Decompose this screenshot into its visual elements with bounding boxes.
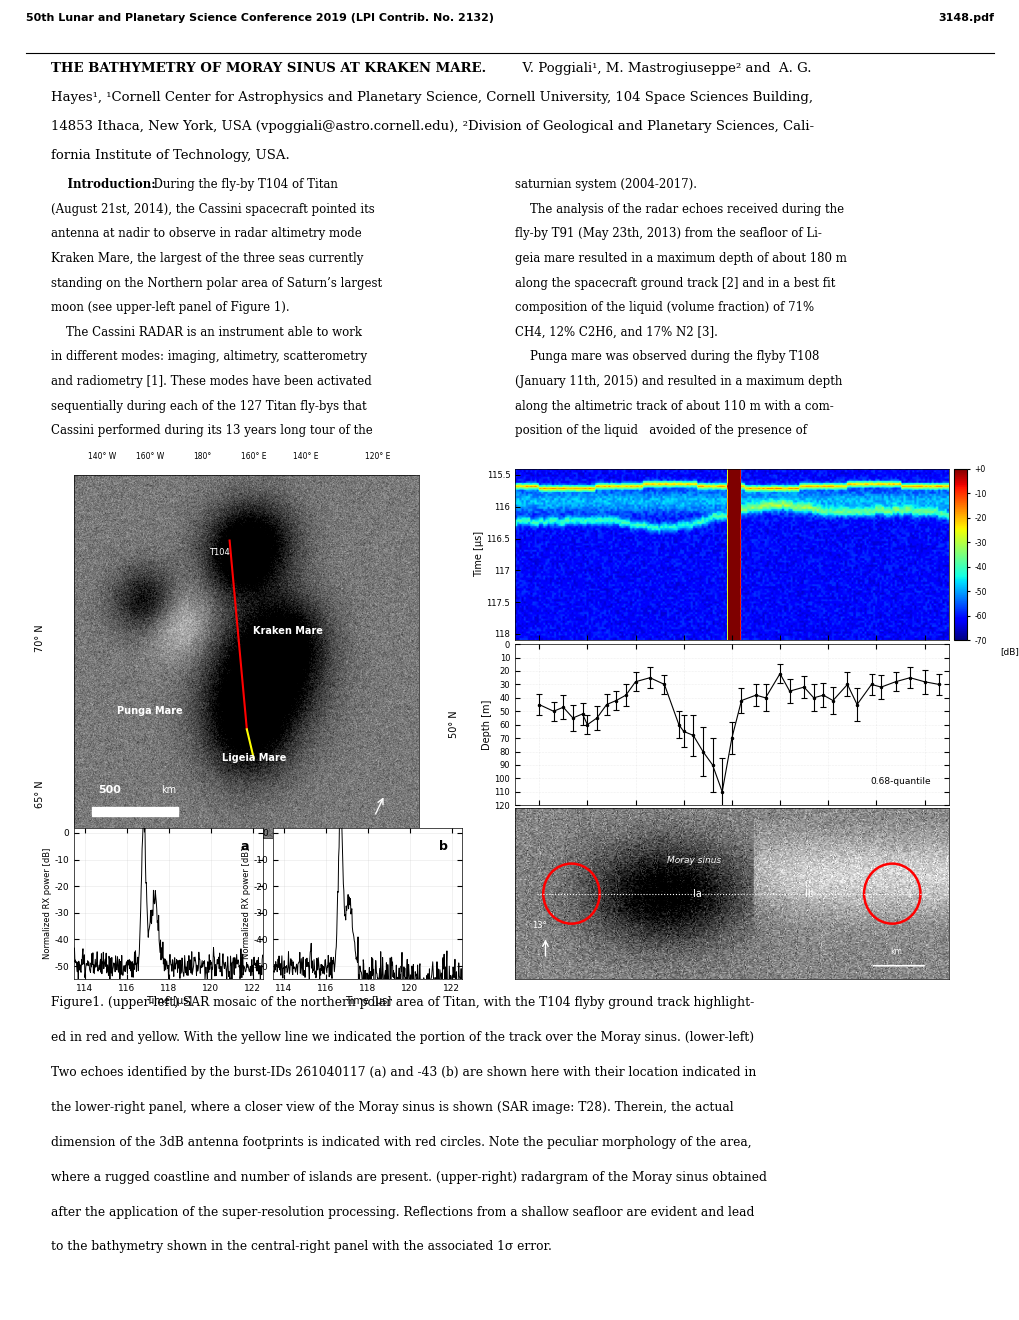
Text: 0°: 0° [111, 861, 121, 869]
Text: 500: 500 [99, 784, 121, 795]
Text: Introduction:: Introduction: [51, 178, 156, 191]
Text: The Cassini RADAR is an instrument able to work: The Cassini RADAR is an instrument able … [51, 326, 362, 339]
Text: Kraken Mare: Kraken Mare [253, 626, 323, 636]
Text: along the altimetric track of about 110 m with a com-: along the altimetric track of about 110 … [515, 400, 834, 413]
Text: dimension of the 3dB antenna footprints is indicated with red circles. Note the : dimension of the 3dB antenna footprints … [51, 1135, 751, 1148]
Text: km: km [890, 946, 902, 956]
Text: Kraken Mare, the largest of the three seas currently: Kraken Mare, the largest of the three se… [51, 252, 363, 265]
Text: b: b [439, 840, 448, 853]
Text: saturnian system (2004-2017).: saturnian system (2004-2017). [515, 178, 696, 191]
Text: THE BATHYMETRY OF MORAY SINUS AT KRAKEN MARE.: THE BATHYMETRY OF MORAY SINUS AT KRAKEN … [51, 62, 486, 75]
Text: 160° W: 160° W [137, 451, 164, 461]
Y-axis label: Depth [m]: Depth [m] [481, 700, 491, 750]
Text: 140° W: 140° W [88, 451, 116, 461]
Text: 20° E: 20° E [234, 861, 259, 869]
Text: 13°: 13° [532, 921, 546, 931]
Text: Figure1. (upper-left) SAR mosaic of the northern polar area of Titan, with the T: Figure1. (upper-left) SAR mosaic of the … [51, 997, 753, 1008]
Text: position of the liquid   avoided of the presence of: position of the liquid avoided of the pr… [515, 424, 806, 437]
Text: geia mare resulted in a maximum depth of about 180 m: geia mare resulted in a maximum depth of… [515, 252, 846, 265]
Y-axis label: Time [μs]: Time [μs] [473, 532, 483, 577]
Text: Ia: Ia [692, 890, 701, 899]
Text: moon (see upper-left panel of Figure 1).: moon (see upper-left panel of Figure 1). [51, 301, 289, 314]
Text: to the bathymetry shown in the central-right panel with the associated 1σ error.: to the bathymetry shown in the central-r… [51, 1241, 551, 1254]
Text: Two echoes identified by the burst-IDs 261040117 (a) and -43 (b) are shown here : Two echoes identified by the burst-IDs 2… [51, 1067, 756, 1078]
Text: V. Poggiali¹, M. Mastrogiuseppe² and  A. G.: V. Poggiali¹, M. Mastrogiuseppe² and A. … [514, 62, 810, 75]
Text: 3148.pdf: 3148.pdf [937, 13, 994, 22]
Text: 40° E: 40° E [365, 861, 389, 869]
Y-axis label: Normalized RX power [dB]: Normalized RX power [dB] [43, 847, 52, 960]
Y-axis label: Normalized RX power [dB]: Normalized RX power [dB] [242, 847, 251, 960]
Text: antenna at nadir to observe in radar altimetry mode: antenna at nadir to observe in radar alt… [51, 227, 362, 240]
Text: 160° E: 160° E [240, 451, 266, 461]
Text: 140° E: 140° E [292, 451, 318, 461]
Text: where a rugged coastline and number of islands are present. (upper-right) radarg: where a rugged coastline and number of i… [51, 1171, 766, 1184]
Text: Moray sinus: Moray sinus [666, 855, 720, 865]
Text: CH4, 12% C2H6, and 17% N2 [3].: CH4, 12% C2H6, and 17% N2 [3]. [515, 326, 717, 339]
Text: Cassini performed during its 13 years long tour of the: Cassini performed during its 13 years lo… [51, 424, 372, 437]
Text: standing on the Northern polar area of Saturn’s largest: standing on the Northern polar area of S… [51, 277, 382, 289]
Text: 120° E: 120° E [365, 451, 390, 461]
Text: fornia Institute of Technology, USA.: fornia Institute of Technology, USA. [51, 149, 289, 161]
Bar [92, 808, 177, 816]
X-axis label: Time [μs]: Time [μs] [146, 997, 192, 1006]
Text: Punga Mare: Punga Mare [117, 706, 183, 717]
Text: composition of the liquid (volume fraction) of 71%: composition of the liquid (volume fracti… [515, 301, 813, 314]
Text: The analysis of the radar echoes received during the: The analysis of the radar echoes receive… [515, 203, 844, 215]
Text: a: a [240, 840, 249, 853]
Text: 65° N: 65° N [35, 781, 45, 808]
Text: 70° N: 70° N [35, 624, 45, 652]
Text: [dB]: [dB] [1000, 647, 1018, 656]
Text: (August 21st, 2014), the Cassini spacecraft pointed its: (August 21st, 2014), the Cassini spacecr… [51, 203, 374, 215]
Text: sequentially during each of the 127 Titan fly-bys that: sequentially during each of the 127 Tita… [51, 400, 366, 413]
Text: 0.68-quantile: 0.68-quantile [870, 777, 930, 785]
Text: (January 11th, 2015) and resulted in a maximum depth: (January 11th, 2015) and resulted in a m… [515, 375, 842, 388]
Text: 50th Lunar and Planetary Science Conference 2019 (LPI Contrib. No. 2132): 50th Lunar and Planetary Science Confere… [25, 13, 493, 22]
Text: Ib: Ib [805, 890, 813, 899]
Text: in different modes: imaging, altimetry, scatterometry: in different modes: imaging, altimetry, … [51, 350, 367, 363]
Text: Hayes¹, ¹Cornell Center for Astrophysics and Planetary Science, Cornell Universi: Hayes¹, ¹Cornell Center for Astrophysics… [51, 91, 812, 104]
Text: km: km [161, 784, 175, 795]
Text: Ligeia Mare: Ligeia Mare [221, 754, 285, 763]
Text: after the application of the super-resolution processing. Reflections from a sha: after the application of the super-resol… [51, 1205, 754, 1218]
Text: and radiometry [1]. These modes have been activated: and radiometry [1]. These modes have bee… [51, 375, 371, 388]
Text: 77° N: 77° N [574, 845, 599, 854]
Text: 180°: 180° [193, 451, 211, 461]
Text: 50° N: 50° N [449, 711, 459, 738]
Text: Punga mare was observed during the flyby T108: Punga mare was observed during the flyby… [515, 350, 818, 363]
Text: 14853 Ithaca, New York, USA (vpoggiali@astro.cornell.edu), ²Division of Geologic: 14853 Ithaca, New York, USA (vpoggiali@a… [51, 120, 813, 133]
Text: During the fly-by T104 of Titan: During the fly-by T104 of Titan [146, 178, 337, 191]
Text: T104: T104 [209, 548, 229, 557]
X-axis label: Time [μs]: Time [μs] [344, 997, 390, 1006]
Text: ed in red and yellow. With the yellow line we indicated the portion of the track: ed in red and yellow. With the yellow li… [51, 1031, 753, 1044]
Text: the lower-right panel, where a closer view of the Moray sinus is shown (SAR imag: the lower-right panel, where a closer vi… [51, 1101, 733, 1114]
Text: fly-by T91 (May 23th, 2013) from the seafloor of Li-: fly-by T91 (May 23th, 2013) from the sea… [515, 227, 821, 240]
Text: along the spacecraft ground track [2] and in a best fit: along the spacecraft ground track [2] an… [515, 277, 835, 289]
